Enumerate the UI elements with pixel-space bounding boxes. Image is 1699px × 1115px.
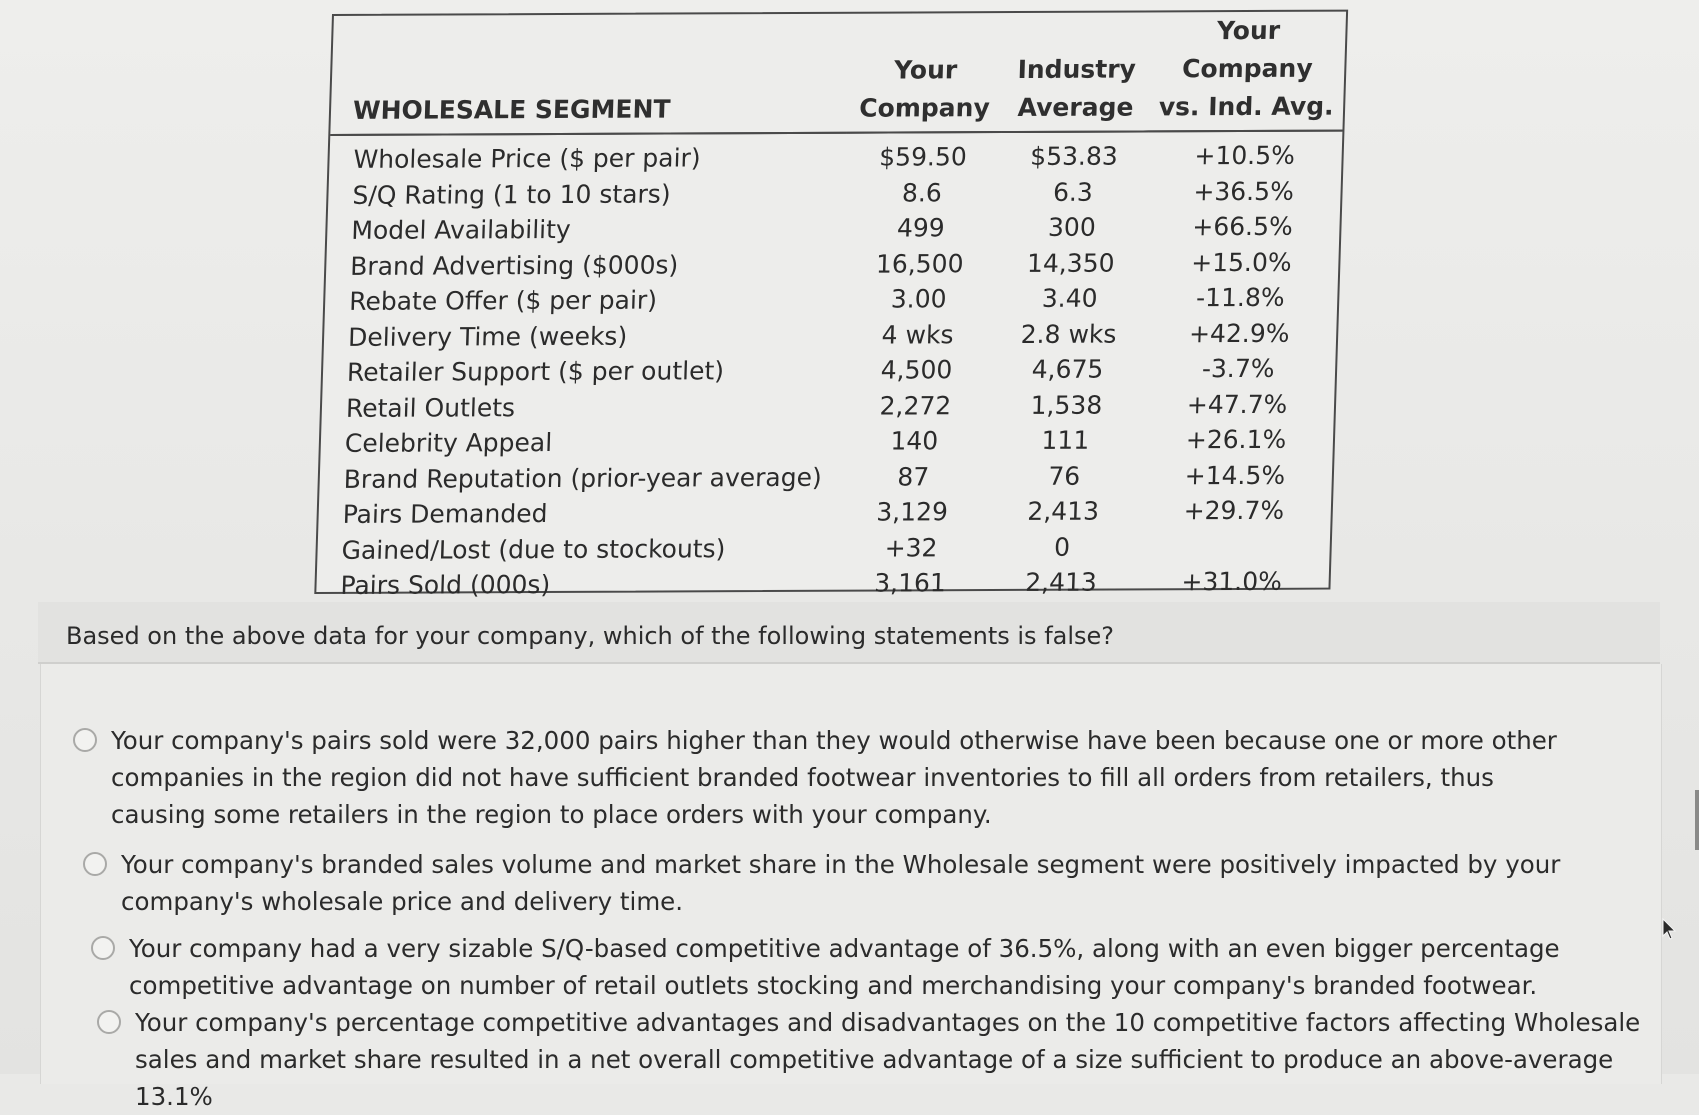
row-label: Brand Reputation (prior-year average) (343, 462, 823, 494)
header-vs-line1: Your Company (1181, 15, 1314, 84)
scrollbar-edge[interactable] (1695, 790, 1699, 850)
header-your-company-line1: Your (893, 55, 958, 85)
row-company-value: 2,272 (879, 390, 952, 421)
mouse-pointer-icon (1662, 918, 1677, 940)
table-row: Brand Reputation (prior-year average) 87… (319, 457, 1332, 497)
row-industry-value: 4,675 (1031, 354, 1104, 385)
row-company-value: 3.00 (890, 284, 947, 314)
row-label: Brand Advertising ($000s) (349, 250, 679, 281)
radio-unchecked-icon[interactable] (83, 852, 107, 876)
row-vs-value: +66.5% (1191, 212, 1294, 242)
table-row: Celebrity Appeal 140 111 +26.1% (320, 422, 1333, 462)
question-header: Based on the above data for your company… (38, 602, 1660, 664)
row-industry-value: 0 (1053, 532, 1071, 562)
data-table: WHOLESALE SEGMENT Your Company Industry … (315, 11, 1347, 639)
row-vs-value: +29.7% (1183, 496, 1285, 526)
header-industry-average: Industry Average (1001, 12, 1152, 132)
header-industry-line1: Industry (1017, 54, 1137, 85)
row-vs-value: +47.7% (1186, 389, 1288, 419)
row-label: Delivery Time (weeks) (347, 321, 628, 352)
table-row: Retailer Support ($ per outlet) 4,500 4,… (322, 351, 1335, 391)
row-company-value: 4 wks (881, 319, 954, 350)
row-label: Gained/Lost (due to stockouts) (341, 533, 726, 565)
row-industry-value: 3.40 (1041, 283, 1098, 314)
header-vs-line2: vs. Ind. Avg. (1158, 91, 1335, 122)
row-company-value: 3,129 (875, 497, 949, 527)
row-vs-value: -3.7% (1201, 354, 1275, 384)
row-company-value: 8.6 (901, 178, 943, 208)
row-industry-value: 111 (1041, 425, 1090, 456)
row-industry-value: 2,413 (1026, 496, 1100, 527)
row-vs-value: +31.0% (1181, 567, 1283, 597)
row-label: Pairs Demanded (342, 499, 548, 530)
row-vs-value (1135, 528, 1330, 564)
row-company-value: 140 (890, 426, 939, 456)
header-vs-industry: Your Company vs. Ind. Avg. (1149, 12, 1347, 132)
row-vs-value: -11.8% (1195, 283, 1286, 313)
header-your-company: Your Company (847, 13, 1005, 133)
table-row: S/Q Rating (1 to 10 stars) 8.6 6.3 +36.5… (328, 173, 1341, 213)
row-vs-value: +10.5% (1194, 141, 1296, 171)
row-vs-value: +36.5% (1193, 176, 1295, 206)
row-label: Rebate Offer ($ per pair) (348, 285, 658, 317)
row-industry-value: 76 (1047, 461, 1081, 491)
row-vs-value: +14.5% (1184, 460, 1286, 490)
table-row: Pairs Demanded 3,129 2,413 +29.7% (318, 493, 1331, 533)
row-label: Pairs Sold (000s) (340, 570, 551, 601)
answer-option-1[interactable]: Your company's pairs sold were 32,000 pa… (73, 722, 1593, 833)
header-industry-line2: Average (1017, 92, 1134, 122)
wholesale-segment-table: WHOLESALE SEGMENT Your Company Industry … (314, 9, 1349, 636)
row-label: Wholesale Price ($ per pair) (353, 143, 702, 175)
row-company-value: $59.50 (878, 142, 968, 172)
row-company-value: +32 (884, 533, 938, 563)
row-industry-value: 14,350 (1026, 248, 1115, 278)
option-text: Your company had a very sizable S/Q-base… (129, 934, 1560, 1000)
radio-unchecked-icon[interactable] (73, 728, 97, 752)
radio-unchecked-icon[interactable] (91, 936, 115, 960)
option-text: Your company's percentage competitive ad… (135, 1008, 1641, 1111)
row-industry-value: 2.8 wks (1020, 319, 1117, 349)
row-label: Retailer Support ($ per outlet) (346, 356, 725, 388)
option-text: Your company's branded sales volume and … (121, 850, 1561, 916)
row-company-value: 4,500 (880, 355, 953, 385)
row-industry-value: 300 (1047, 212, 1097, 243)
answer-option-2[interactable]: Your company's branded sales volume and … (83, 846, 1563, 920)
table-row: Gained/Lost (due to stockouts) +32 0 (317, 528, 1330, 568)
row-industry-value: 2,413 (1024, 567, 1098, 598)
row-company-value: 87 (896, 462, 930, 492)
row-vs-value: +42.9% (1188, 318, 1290, 348)
row-company-value: 16,500 (875, 248, 964, 279)
row-label: S/Q Rating (1 to 10 stars) (352, 179, 672, 210)
table-header-row: WHOLESALE SEGMENT Your Company Industry … (330, 11, 1347, 135)
table-row: Model Availability 499 300 +66.5% (327, 209, 1340, 249)
row-vs-value: +15.0% (1190, 247, 1293, 277)
row-company-value: 499 (896, 213, 946, 243)
header-your-company-line2: Company (858, 93, 991, 123)
table-row: Rebate Offer ($ per pair) 3.00 3.40 -11.… (325, 280, 1338, 320)
row-industry-value: 1,538 (1030, 390, 1103, 420)
row-label: Celebrity Appeal (344, 428, 553, 459)
table-row: Retail Outlets 2,272 1,538 +47.7% (321, 386, 1334, 426)
table-row: Pairs Sold (000s) 3,161 2,413 +31.0% (316, 564, 1329, 604)
table-row: Wholesale Price ($ per pair) $59.50 $53.… (329, 131, 1342, 178)
row-vs-value: +26.1% (1185, 425, 1287, 455)
table-row: Delivery Time (weeks) 4 wks 2.8 wks +42.… (324, 315, 1337, 355)
row-label: Retail Outlets (345, 392, 516, 423)
answer-options: Your company's pairs sold were 32,000 pa… (40, 664, 1662, 1111)
row-label: Model Availability (350, 215, 572, 246)
table-row: Brand Advertising ($000s) 16,500 14,350 … (326, 244, 1339, 284)
answer-option-3[interactable]: Your company had a very sizable S/Q-base… (91, 930, 1571, 1004)
row-industry-value: 6.3 (1052, 177, 1094, 207)
row-company-value: 3,161 (873, 568, 947, 598)
row-industry-value: $53.83 (1029, 141, 1119, 172)
answer-option-4[interactable]: Your company's percentage competitive ad… (97, 1004, 1657, 1115)
question-prompt: Based on the above data for your company… (66, 622, 1115, 650)
radio-unchecked-icon[interactable] (97, 1010, 121, 1034)
header-segment: WHOLESALE SEGMENT (352, 94, 671, 125)
option-text: Your company's pairs sold were 32,000 pa… (111, 726, 1557, 829)
